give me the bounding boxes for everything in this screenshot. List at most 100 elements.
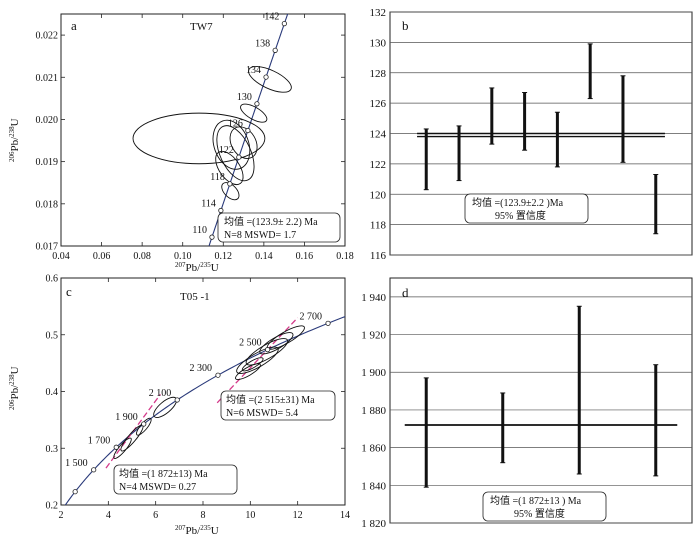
a-error-ellipse (248, 66, 292, 93)
a-age-marker (254, 101, 260, 107)
c-error-ellipse (235, 363, 261, 380)
panel-c-xlabel-sup2: 235 (200, 524, 211, 532)
panel-c-ylabel: 206Pb/238U (8, 366, 21, 410)
panel-d-stats-box: 均值 =(1 872±13 ) Ma 95% 置信度 (482, 491, 607, 522)
c-age-label: 2 700 (300, 311, 323, 322)
a-age-label: 134 (246, 65, 261, 76)
panel-d-stats-line-1: 均值 =(1 872±13 ) Ma (490, 494, 582, 507)
b-y-tick-label: 130 (370, 37, 387, 49)
a-x-tick-label: 0.10 (174, 251, 192, 262)
panel-d-weighted-mean: 1 820 1 840 1 860 1 880 1 900 1 920 1 940 d 均值… (361, 277, 693, 530)
a-age-marker (227, 181, 233, 187)
c-error-ellipse (120, 424, 144, 452)
a-error-ellipse (240, 103, 268, 123)
b-y-tick-label: 126 (370, 98, 387, 110)
c-x-tick-label: 8 (201, 510, 206, 521)
c-error-ellipse (259, 332, 294, 355)
a-error-ellipse (215, 150, 244, 186)
panel-c-ylabel-sup2: 238 (8, 374, 16, 385)
b-y-tick-label: 116 (370, 250, 387, 262)
panel-a-ylabel: 206Pb/238U (8, 118, 21, 162)
c-x-tick-label: 2 (59, 510, 64, 521)
a-age-marker (245, 127, 251, 134)
panel-c-xlabel: 207Pb/235U (175, 524, 219, 537)
panel-a-frame (60, 13, 346, 247)
panel-a-xlabel-end: U (211, 262, 219, 274)
c-age-label: 1 900 (115, 412, 138, 423)
panel-a-ylabel-end: U (9, 118, 21, 126)
panel-a-ylabel-sup: 206 (8, 151, 16, 162)
panel-c-xlabel-end: U (211, 525, 219, 537)
a-age-marker (218, 207, 224, 214)
c-age-label: 2 300 (189, 363, 212, 374)
a-error-ellipse (221, 182, 240, 201)
panel-d-frame (389, 277, 693, 524)
a-y-tick-label: 0.019 (36, 157, 59, 168)
a-age-label: 138 (255, 38, 270, 49)
c-concordia-curve (64, 316, 345, 505)
panel-b-stats-line-1: 均值 =(123.9±2.2 )Ma (472, 196, 564, 209)
panel-c-concordia-t05: 2 4 6 8 10 12 14 0.2 0.3 0.4 0.5 0.6 1 500 1 700 1 90… (8, 274, 350, 538)
panel-c-xlabel-main: Pb/ (186, 525, 202, 537)
c-discordia-line (216, 317, 299, 404)
panel-c-stats-upper-line-2: N=6 MSWD= 5.4 (226, 408, 298, 419)
a-age-label: 118 (210, 172, 225, 183)
a-x-tick-label: 0.04 (52, 251, 70, 262)
a-age-label: 114 (201, 199, 216, 210)
panel-a-ylabel-main: Pb/ (9, 136, 21, 152)
b-y-tick-label: 122 (370, 159, 387, 171)
panel-a-ticks: 0.04 0.06 0.08 0.10 0.12 0.14 0.16 0.18 0.017 0.0… (36, 14, 354, 262)
a-age-marker (263, 74, 269, 80)
panel-c-ylabel-main: Pb/ (9, 384, 21, 400)
a-y-tick-label: 0.021 (36, 73, 59, 84)
a-age-label: 126 (228, 119, 243, 130)
panel-d-label: d (402, 285, 409, 300)
a-age-label: 122 (219, 145, 234, 156)
a-plot-area (132, 14, 292, 246)
panel-a-marks: 110 114 118 122 126 130 134 138 142 (132, 12, 292, 246)
d-y-tick-label: 1 940 (361, 292, 386, 304)
c-age-marker (141, 421, 147, 427)
panel-b-marks (417, 43, 665, 235)
b-y-tick-label: 128 (370, 68, 387, 80)
panel-c-stats-lower-line-2: N=4 MSWD= 0.27 (119, 482, 196, 493)
panel-a-xlabel: 207Pb/235U (175, 261, 219, 274)
a-x-tick-label: 0.16 (296, 251, 314, 262)
panel-c-sample-name: T05 -1 (180, 291, 210, 303)
panel-a-xlabel-sup: 207 (175, 261, 186, 269)
a-y-tick-label: 0.020 (36, 115, 59, 126)
c-y-tick-label: 0.2 (46, 501, 59, 512)
c-age-marker (325, 320, 331, 326)
a-age-marker (272, 47, 278, 53)
c-y-tick-label: 0.5 (46, 330, 59, 341)
c-age-marker (174, 397, 180, 403)
panel-b-stats-line-2: 95% 置信度 (495, 209, 546, 222)
panel-c-xlabel-sup: 207 (175, 524, 186, 532)
c-age-marker (91, 467, 97, 473)
a-y-tick-label: 0.018 (36, 199, 59, 210)
panel-c-stats-box-upper: 均值 =(2 515±31) Ma N=6 MSWD= 5.4 (220, 390, 336, 421)
c-x-tick-label: 10 (245, 510, 255, 521)
a-age-marker (281, 21, 287, 27)
a-age-label: 142 (264, 12, 279, 23)
panel-a-ylabel-sup2: 238 (8, 126, 16, 137)
c-error-ellipse (113, 437, 132, 459)
panel-c-ylabel-sup: 206 (8, 399, 16, 410)
panel-a-stats-line-1: 均值 =(123.9± 2.2) Ma (224, 215, 318, 228)
c-error-ellipse (241, 357, 264, 372)
panel-a-stats-box: 均值 =(123.9± 2.2) Ma N=8 MSWD= 1.7 (217, 212, 341, 243)
a-error-ellipse (229, 126, 258, 159)
panel-a-xlabel-main: Pb/ (186, 262, 202, 274)
a-age-marker (236, 154, 242, 160)
a-age-label: 130 (237, 92, 252, 103)
panel-c-label: c (66, 284, 72, 299)
svg-text:206Pb/238U: 206Pb/238U (8, 118, 21, 162)
d-y-tick-label: 1 820 (361, 518, 386, 530)
panel-d-stats-line-2: 95% 置信度 (514, 507, 565, 520)
a-age-label: 110 (192, 225, 207, 236)
panel-b-label: b (402, 18, 409, 33)
panel-a-xlabel-sup2: 235 (200, 261, 211, 269)
svg-text:207Pb/235U: 207Pb/235U (175, 261, 219, 274)
c-age-label: 2 500 (239, 338, 262, 349)
